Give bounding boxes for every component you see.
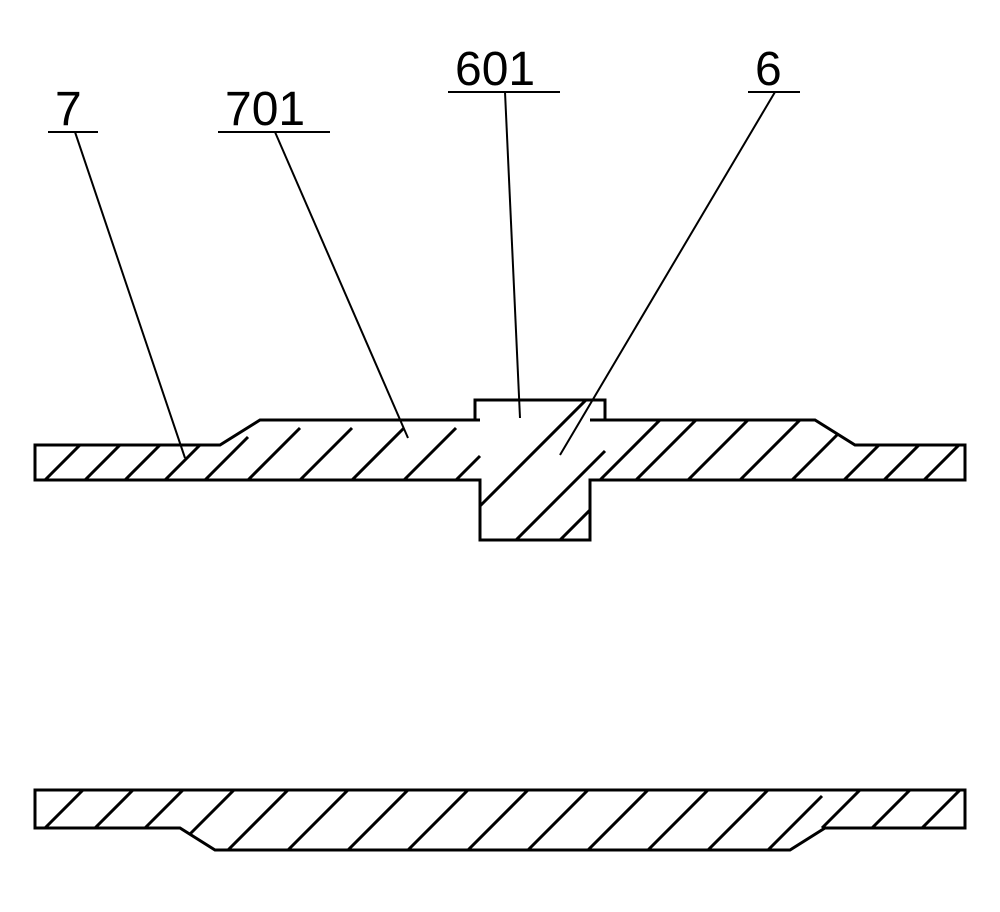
label-701: 701	[218, 83, 408, 438]
label-601-text: 601	[455, 43, 535, 96]
label-701-text: 701	[225, 83, 305, 136]
label-601-leader	[505, 92, 520, 418]
upper-cross-section	[35, 400, 965, 540]
label-6-text: 6	[755, 43, 782, 96]
label-7: 7	[48, 83, 185, 458]
label-7-leader	[75, 132, 185, 458]
label-6: 6	[560, 43, 800, 455]
label-7-text: 7	[55, 83, 82, 136]
diagram-svg: 7 701 601 6	[0, 0, 1000, 912]
label-701-leader	[275, 132, 408, 438]
label-6-leader	[560, 92, 775, 455]
label-601: 601	[448, 43, 560, 418]
lower-cross-section	[35, 790, 965, 850]
